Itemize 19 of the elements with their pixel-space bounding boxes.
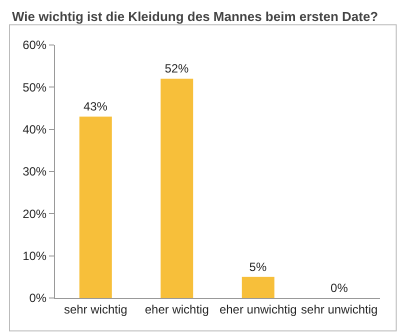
y-tick-label: 60% — [22, 38, 47, 52]
bar — [242, 276, 274, 298]
x-tick-label: sehr unwichtig — [301, 302, 378, 316]
y-tick-label: 10% — [22, 249, 47, 264]
y-tick-label: 20% — [22, 206, 47, 221]
data-label: 5% — [249, 260, 267, 274]
y-tick-label: 30% — [22, 164, 47, 179]
y-tick-label: 40% — [22, 122, 47, 137]
x-tick-label: eher unwichtig — [219, 302, 297, 316]
data-label: 43% — [83, 100, 108, 114]
x-tick-label: sehr wichtig — [64, 302, 128, 316]
bar — [79, 116, 112, 298]
chart-title: Wie wichtig ist die Kleidung des Mannes beim ersten Date? — [12, 8, 378, 24]
data-label: 0% — [330, 281, 348, 295]
data-label: 52% — [164, 62, 190, 76]
y-tick-label: 0% — [29, 291, 47, 306]
y-tick-label: 50% — [22, 80, 47, 94]
x-tick-label: eher wichtig — [144, 302, 209, 316]
bar — [160, 78, 194, 298]
